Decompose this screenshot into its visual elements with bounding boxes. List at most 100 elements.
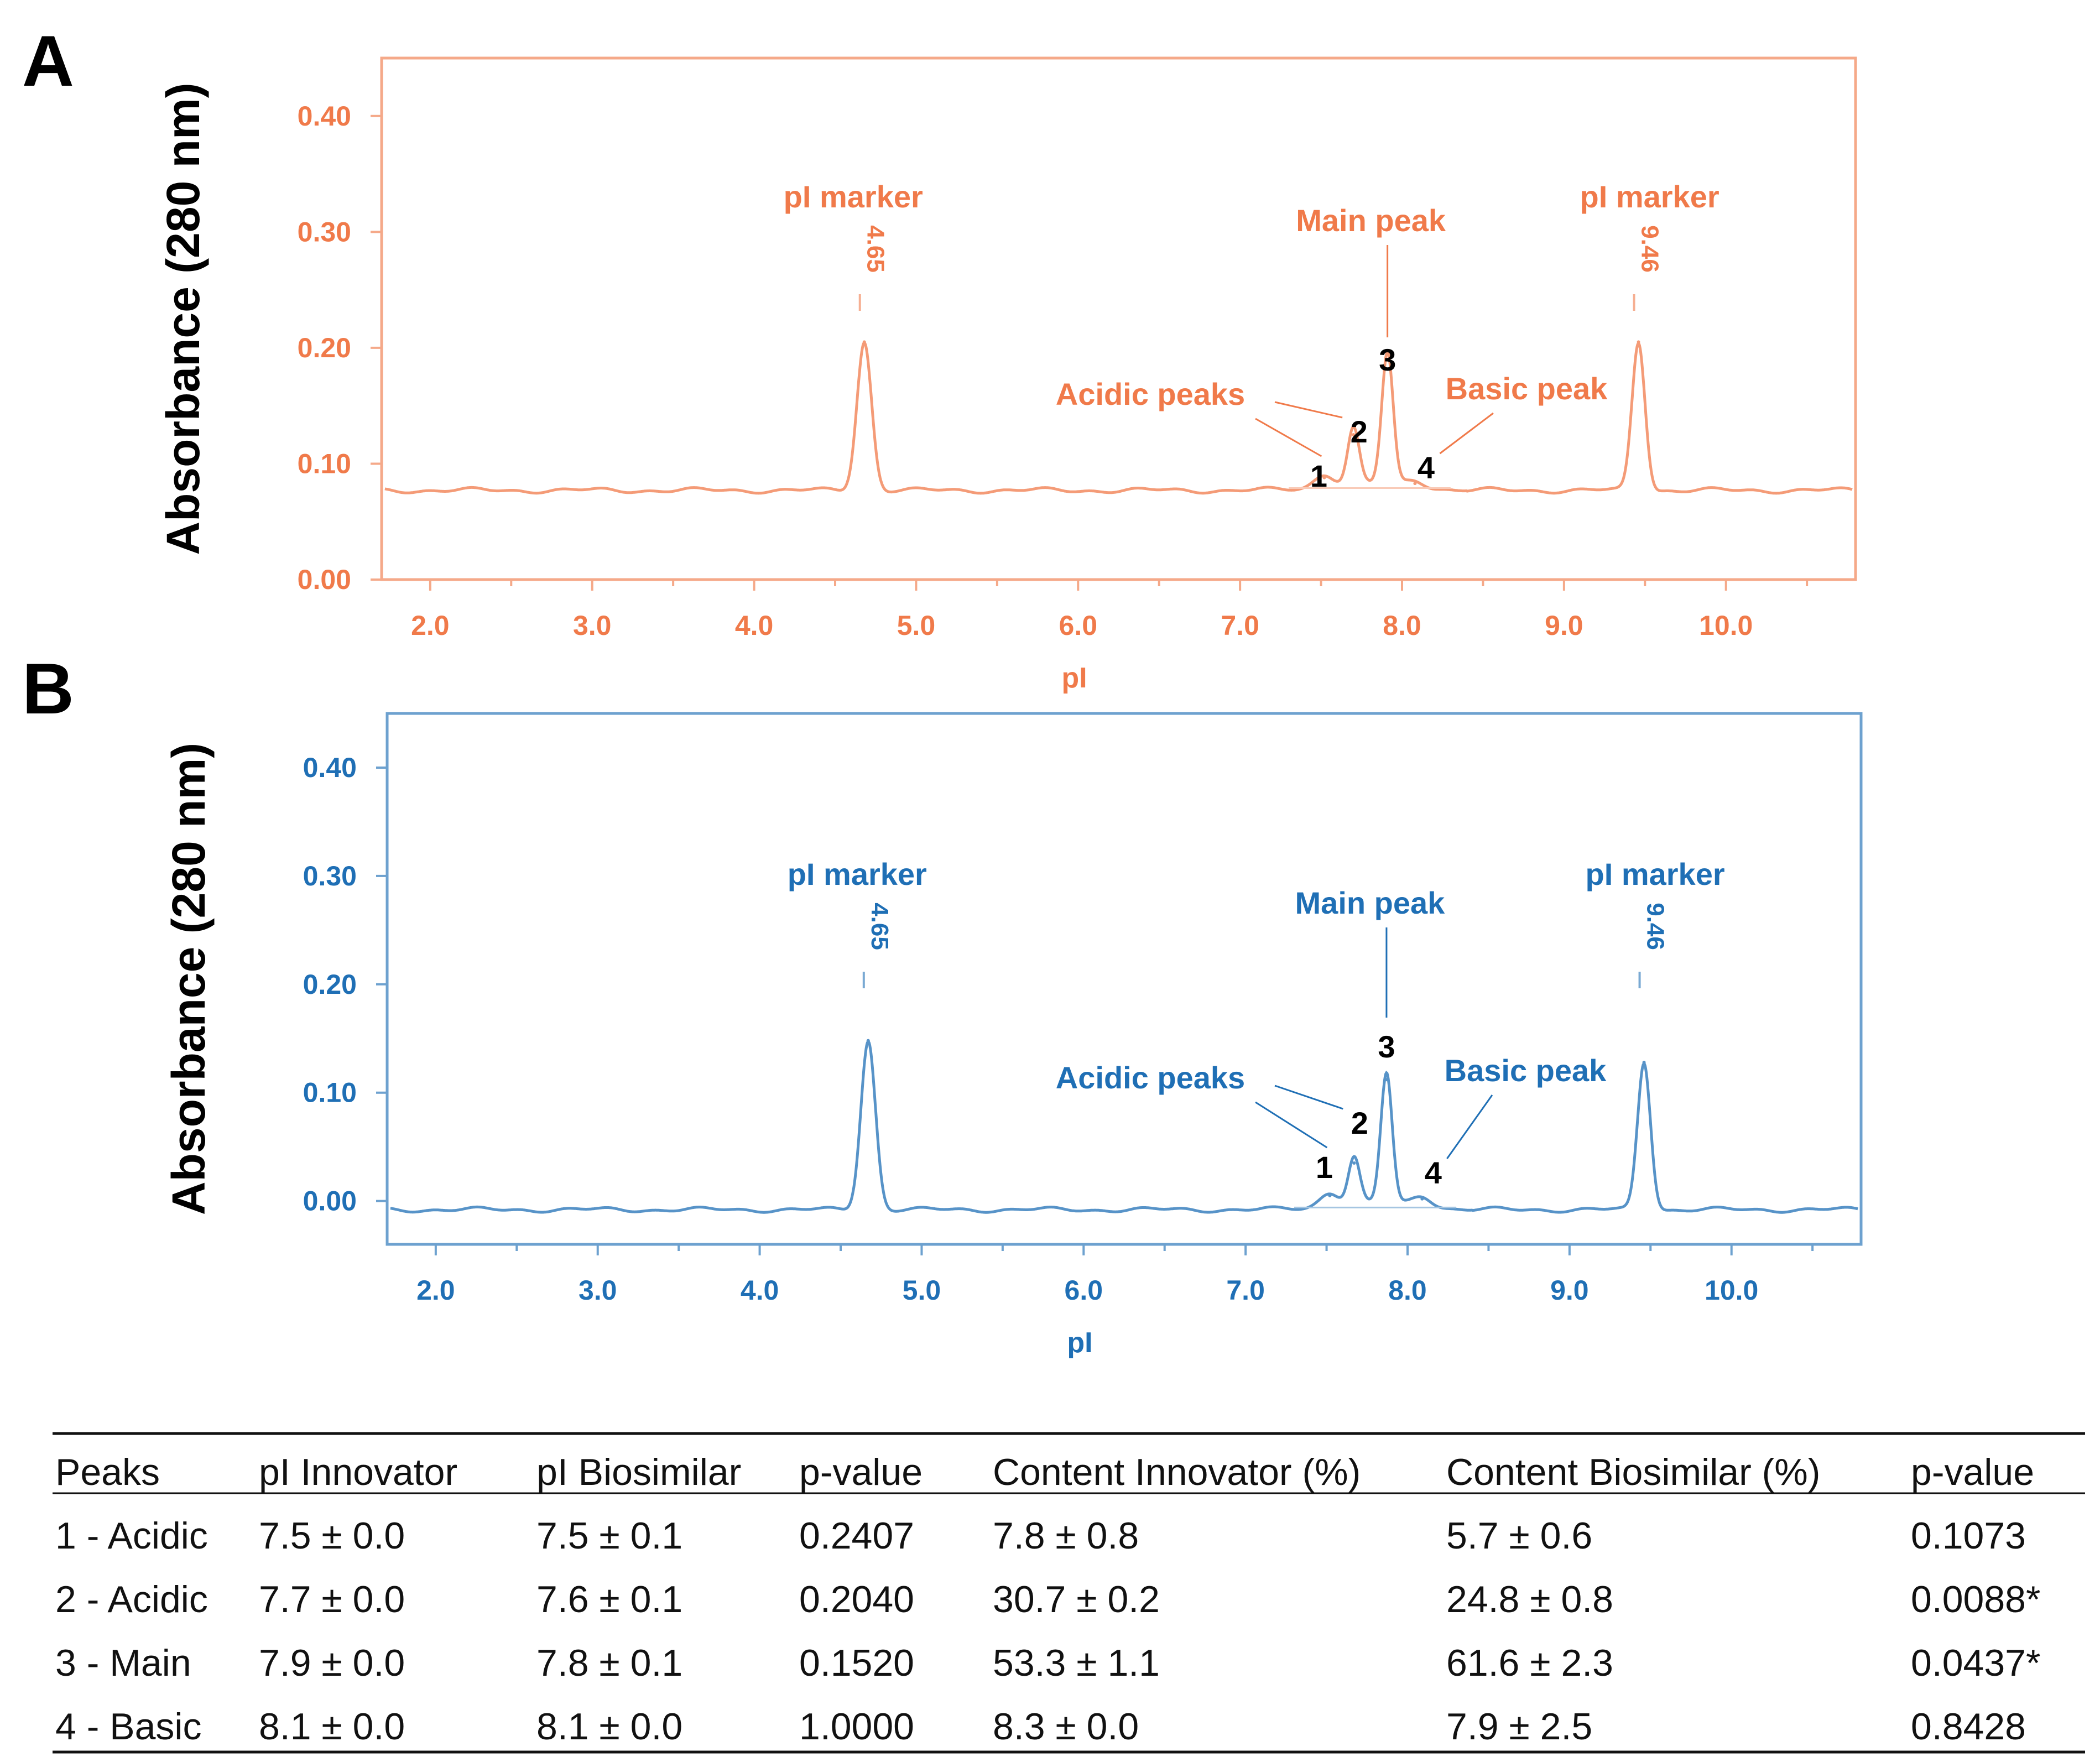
absorbance-trace	[390, 1040, 1858, 1214]
peak-point-1	[866, 1039, 870, 1042]
plot-frame	[380, 56, 1857, 581]
table-header-cell: pI Innovator	[259, 1451, 457, 1493]
peak-number-3: 3	[1379, 342, 1396, 377]
y-tick-label: 0.40	[298, 101, 351, 132]
x-tick-label: 4.0	[735, 610, 774, 641]
table-cell: 7.8 ± 0.1	[536, 1642, 682, 1684]
x-tick-label: 10.0	[1705, 1275, 1758, 1306]
acidic-peaks-label: Acidic peaks	[1056, 377, 1245, 411]
table-header-cell: Content Innovator (%)	[993, 1451, 1361, 1493]
x-tick-label: 6.0	[1059, 610, 1098, 641]
results-table: Peaks pI Innovator pI Biosimilar p-value Con…	[53, 1432, 2085, 1754]
x-axis-label: pI	[1067, 1327, 1092, 1359]
acidic-peaks-label: Acidic peaks	[1056, 1060, 1245, 1095]
x-tick-label: 7.0	[1226, 1275, 1265, 1306]
table-cell: 24.8 ± 0.8	[1446, 1578, 1613, 1620]
table-header-cell: p-value	[799, 1451, 923, 1493]
basic-peak-label: Basic peak	[1446, 371, 1608, 406]
x-tick-label: 7.0	[1221, 610, 1259, 641]
x-tick-label: 4.0	[741, 1275, 779, 1306]
table-cell: 7.5 ± 0.1	[536, 1515, 682, 1557]
peak-number-3: 3	[1378, 1029, 1395, 1064]
table-cell: 0.0088*	[1911, 1578, 2040, 1620]
y-tick-label: 0.10	[298, 448, 351, 479]
basic-leader	[1446, 1094, 1493, 1159]
table-header-cell: Peaks	[55, 1451, 160, 1493]
x-tick-label: 3.0	[573, 610, 612, 641]
acidic-leader-1	[1255, 1101, 1328, 1149]
table-cell: 61.6 ± 2.3	[1446, 1642, 1613, 1684]
x-tick-label: 2.0	[416, 1275, 455, 1306]
x-tick-label: 9.0	[1550, 1275, 1589, 1306]
x-tick-label: 9.0	[1545, 610, 1583, 641]
pi-marker-label-right: pI marker	[1580, 179, 1719, 214]
x-tick-label: 8.0	[1388, 1275, 1427, 1306]
pi-marker-label-right: pI marker	[1586, 857, 1725, 892]
table-cell: 7.6 ± 0.1	[536, 1578, 682, 1620]
main-peak-label: Main peak	[1296, 203, 1446, 238]
table-cell: 8.1 ± 0.0	[536, 1706, 682, 1748]
table-cell: 0.0437*	[1911, 1642, 2040, 1684]
table-cell: 7.8 ± 0.8	[993, 1515, 1139, 1557]
peak-point-3	[1352, 1161, 1356, 1165]
plot-frame	[385, 712, 1863, 1246]
pi-marker-label-left: pI marker	[784, 179, 923, 214]
basic-peak-label: Basic peak	[1445, 1053, 1607, 1088]
acidic-leader-2	[1274, 1085, 1343, 1110]
peak-point-4	[1385, 357, 1389, 361]
table-header-cell: Content Biosimilar (%)	[1446, 1451, 1820, 1493]
panel-a: A Absorbance (280 nm) 0.00 0.10 0.20 0.30 0.40…	[22, 20, 1857, 694]
peak-point-5	[1420, 1197, 1424, 1201]
acidic-leader-1	[1255, 418, 1322, 457]
table-cell: 7.9 ± 2.5	[1446, 1706, 1592, 1748]
x-tick-label: 10.0	[1699, 610, 1753, 641]
pi-marker-label-left: pI marker	[788, 857, 927, 892]
peak-number-1: 1	[1316, 1150, 1333, 1185]
table-cell: 1.0000	[799, 1706, 914, 1748]
table-cell: 0.2407	[799, 1515, 914, 1557]
y-tick-label: 0.30	[303, 861, 357, 892]
table-cell: 7.9 ± 0.0	[259, 1642, 405, 1684]
peak-point-1	[862, 340, 866, 344]
pi-marker-value-right: 9.46	[1637, 225, 1664, 273]
table-cell: 8.3 ± 0.0	[993, 1706, 1139, 1748]
peak-point-6	[1637, 340, 1640, 344]
main-peak-label: Main peak	[1295, 885, 1446, 920]
table-cell: 0.1520	[799, 1642, 914, 1684]
y-tick-label: 0.30	[298, 216, 351, 247]
table-cell: 7.5 ± 0.0	[259, 1515, 405, 1557]
x-tick-label: 2.0	[411, 610, 450, 641]
table-header-cell: p-value	[1911, 1451, 2034, 1493]
table-cell: 2 - Acidic	[55, 1578, 208, 1620]
y-tick-label: 0.10	[303, 1077, 357, 1108]
table-cell: 1 - Acidic	[55, 1515, 208, 1557]
table-cell: 30.7 ± 0.2	[993, 1578, 1160, 1620]
peak-point-2	[1328, 1193, 1332, 1197]
basic-leader	[1439, 412, 1494, 455]
panel-letter: A	[22, 20, 74, 101]
panel-letter: B	[22, 648, 74, 729]
y-tick-label: 0.40	[303, 752, 357, 783]
peak-point-4	[1384, 1078, 1388, 1082]
acidic-leader-2	[1274, 401, 1343, 419]
table-cell: 0.1073	[1911, 1515, 2026, 1557]
y-axis-label: Absorbance (280 nm)	[163, 743, 215, 1215]
table-cell: 53.3 ± 1.1	[993, 1642, 1160, 1684]
y-tick-label: 0.00	[298, 564, 351, 595]
table-cell: 8.1 ± 0.0	[259, 1706, 405, 1748]
y-axis-label: Absorbance (280 nm)	[157, 82, 209, 555]
x-tick-label: 5.0	[897, 610, 936, 641]
x-tick-label: 5.0	[903, 1275, 941, 1306]
y-tick-label: 0.20	[303, 969, 357, 1000]
table-cell: 0.8428	[1911, 1706, 2026, 1748]
table-cell: 3 - Main	[55, 1642, 191, 1684]
pi-marker-value-left: 4.65	[862, 225, 889, 273]
peak-number-4: 4	[1425, 1155, 1442, 1190]
peak-number-1: 1	[1310, 458, 1327, 493]
peak-point-6	[1642, 1060, 1646, 1064]
x-tick-label: 6.0	[1065, 1275, 1103, 1306]
peak-point-3	[1352, 433, 1356, 437]
pi-marker-value-left: 4.65	[866, 903, 893, 950]
x-tick-label: 3.0	[579, 1275, 617, 1306]
